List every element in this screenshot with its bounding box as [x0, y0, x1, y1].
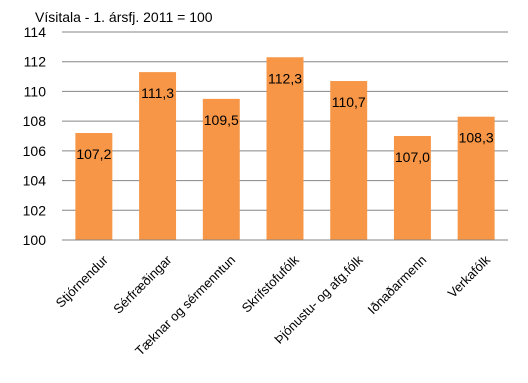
bars: [75, 57, 495, 241]
x-tick-label: Sérfræðingar: [110, 252, 175, 317]
bar: [202, 98, 240, 240]
bar: [457, 116, 495, 240]
y-tick-label: 108: [23, 113, 47, 129]
y-axis-ticks: 100 102 104 106 108 110 112 114: [23, 24, 47, 248]
data-label: 107,2: [76, 146, 111, 162]
x-tick-label: Iðnaðarmenn: [365, 252, 430, 317]
y-tick-label: 110: [24, 83, 47, 99]
x-tick-label: Stjórnendur: [53, 252, 112, 311]
y-tick-label: 114: [24, 24, 47, 40]
y-tick-label: 106: [23, 143, 47, 159]
data-label: 111,3: [141, 85, 174, 101]
bar: [75, 133, 113, 240]
bar: [330, 81, 368, 241]
data-label: 107,0: [395, 149, 430, 165]
y-tick-label: 102: [23, 202, 47, 218]
x-tick-label: Skrifstofufólk: [239, 252, 303, 316]
data-label: 108,3: [459, 130, 494, 146]
bar: [393, 136, 431, 240]
data-labels: 107,2 111,3 109,5 112,3 110,7 107,0 108,3: [76, 70, 494, 165]
chart-subtitle: Vísitala - 1. ársfj. 2011 = 100: [35, 9, 213, 25]
y-tick-label: 104: [23, 173, 47, 189]
bar: [266, 57, 304, 240]
y-tick-label: 112: [24, 54, 47, 70]
data-label: 110,7: [332, 94, 366, 110]
data-label: 109,5: [204, 112, 239, 128]
data-label: 112,3: [268, 70, 302, 86]
bar: [139, 72, 177, 240]
y-tick-label: 100: [23, 232, 47, 248]
x-tick-label: Verkafólk: [445, 252, 494, 301]
